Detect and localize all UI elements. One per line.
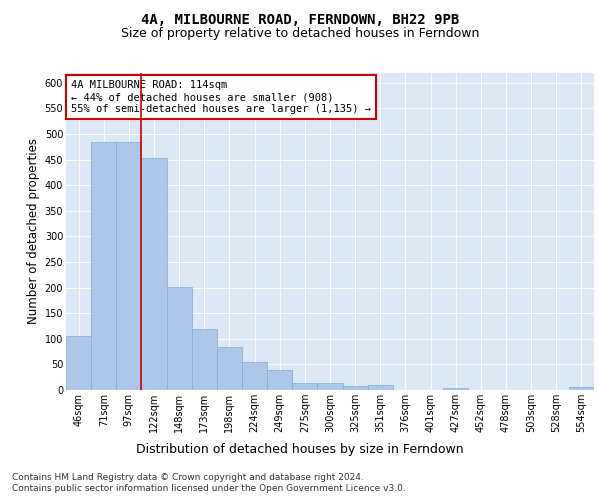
Bar: [569, 388, 594, 390]
Bar: [267, 370, 292, 390]
Bar: [343, 386, 368, 390]
Text: 4A, MILBOURNE ROAD, FERNDOWN, BH22 9PB: 4A, MILBOURNE ROAD, FERNDOWN, BH22 9PB: [141, 12, 459, 26]
Bar: [443, 388, 468, 390]
Bar: [192, 328, 217, 390]
Bar: [91, 142, 116, 390]
Bar: [242, 362, 267, 390]
Bar: [142, 158, 167, 390]
Bar: [368, 385, 393, 390]
Text: Contains HM Land Registry data © Crown copyright and database right 2024.: Contains HM Land Registry data © Crown c…: [12, 472, 364, 482]
Y-axis label: Number of detached properties: Number of detached properties: [28, 138, 40, 324]
Bar: [167, 287, 192, 390]
Bar: [66, 336, 91, 390]
Text: 4A MILBOURNE ROAD: 114sqm
← 44% of detached houses are smaller (908)
55% of semi: 4A MILBOURNE ROAD: 114sqm ← 44% of detac…: [71, 80, 371, 114]
Text: Size of property relative to detached houses in Ferndown: Size of property relative to detached ho…: [121, 28, 479, 40]
Text: Contains public sector information licensed under the Open Government Licence v3: Contains public sector information licen…: [12, 484, 406, 493]
Bar: [317, 383, 343, 390]
Bar: [217, 348, 242, 390]
Bar: [292, 383, 317, 390]
Text: Distribution of detached houses by size in Ferndown: Distribution of detached houses by size …: [136, 442, 464, 456]
Bar: [116, 142, 142, 390]
